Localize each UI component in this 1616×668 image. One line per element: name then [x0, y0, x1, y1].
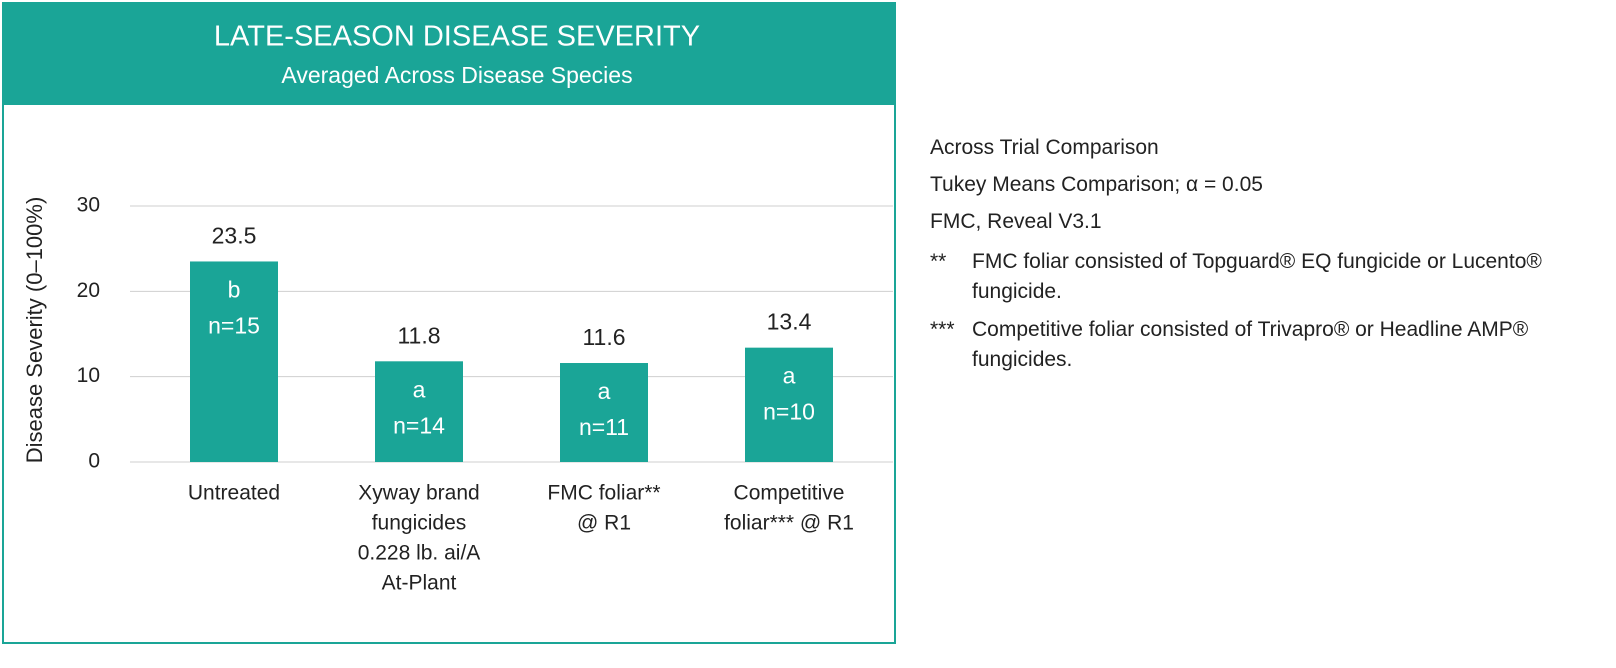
- sample-size: n=14: [393, 412, 445, 438]
- chart: LATE-SEASON DISEASE SEVERITY Averaged Ac…: [2, 2, 896, 644]
- sample-size: n=11: [579, 414, 629, 440]
- y-tick-label: 20: [77, 279, 100, 302]
- footnote-text: Competitive foliar consisted of Trivapro…: [972, 318, 1529, 371]
- bar: [745, 347, 833, 462]
- sample-size: n=10: [763, 399, 815, 425]
- chart-subtitle: Averaged Across Disease Species: [281, 62, 632, 88]
- value-label: 11.6: [582, 324, 625, 350]
- footnote: *** Competitive foliar consisted of Triva…: [930, 315, 1570, 375]
- y-tick-label: 0: [88, 450, 100, 473]
- footnote: ** FMC foliar consisted of Topguard® EQ f…: [930, 247, 1570, 307]
- chart-frame: [2, 2, 896, 644]
- footnote-marker: **: [930, 250, 947, 273]
- x-tick-label: fungicides: [372, 512, 467, 535]
- y-tick-label: 30: [77, 194, 100, 217]
- x-tick-label: Competitive: [734, 482, 845, 505]
- x-tick-label: Xyway brand: [358, 482, 479, 505]
- footnote-text: FMC foliar consisted of Topguard® EQ fun…: [972, 250, 1542, 303]
- significance-letter: b: [228, 277, 241, 303]
- x-tick-label: 0.228 lb. ai/A: [358, 542, 481, 565]
- sample-size: n=15: [208, 313, 260, 339]
- significance-letter: a: [783, 363, 796, 389]
- bar: [560, 363, 648, 462]
- significance-letter: a: [413, 376, 426, 402]
- bar: [190, 261, 278, 462]
- header-band: [3, 3, 895, 105]
- note: Across Trial Comparison: [930, 136, 1159, 159]
- x-tick-label: @ R1: [577, 512, 631, 535]
- value-label: 13.4: [767, 309, 812, 335]
- chart-title: LATE-SEASON DISEASE SEVERITY: [214, 21, 700, 53]
- x-tick-label: FMC foliar**: [547, 482, 660, 505]
- significance-letter: a: [598, 378, 611, 404]
- y-tick-label: 10: [77, 364, 100, 387]
- y-axis-label: Disease Severity (0–100%): [22, 197, 47, 464]
- x-tick-label: Untreated: [188, 482, 280, 505]
- bar: [375, 361, 463, 462]
- x-tick-label: At-Plant: [382, 572, 457, 595]
- footnote-marker: ***: [930, 318, 955, 341]
- value-label: 11.8: [397, 322, 440, 348]
- x-tick-label: foliar*** @ R1: [724, 512, 854, 535]
- value-label: 23.5: [212, 223, 257, 249]
- note: FMC, Reveal V3.1: [930, 210, 1102, 233]
- note: Tukey Means Comparison; α = 0.05: [930, 173, 1263, 196]
